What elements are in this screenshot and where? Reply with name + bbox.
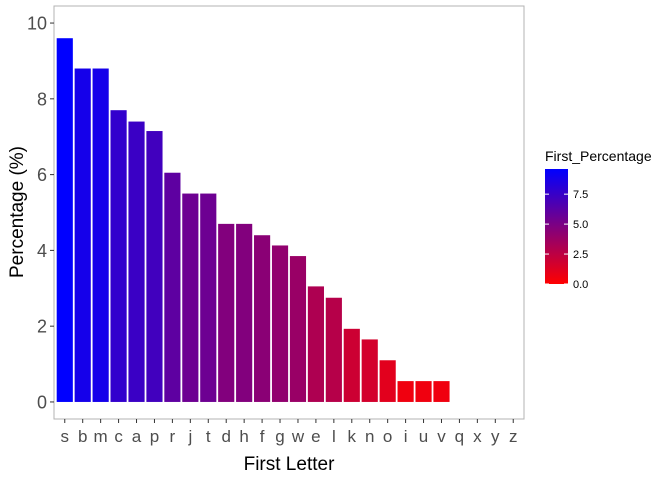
bar-b xyxy=(74,68,91,402)
x-tick-label: a xyxy=(132,427,142,446)
x-tick-label: l xyxy=(332,427,336,446)
x-tick-label: e xyxy=(311,427,320,446)
bar-r xyxy=(164,172,181,402)
legend-label: 0.0 xyxy=(573,279,588,291)
y-tick-label: 2 xyxy=(37,317,47,337)
x-tick-label: v xyxy=(437,427,446,446)
legend-ticks: 7.5 5.0 2.5 0.0 xyxy=(545,189,588,291)
bar-d xyxy=(218,223,235,402)
bar-e xyxy=(307,286,324,402)
x-tick-label: b xyxy=(78,427,87,446)
x-tick-label: d xyxy=(221,427,230,446)
x-tick-label: q xyxy=(455,427,464,446)
x-tick-label: c xyxy=(114,427,123,446)
bar-t xyxy=(200,193,217,402)
bar-v xyxy=(433,381,450,402)
bar-l xyxy=(325,297,342,402)
legend-label: 2.5 xyxy=(573,249,588,261)
x-tick-label: f xyxy=(260,427,265,446)
bar-j xyxy=(182,193,199,402)
legend-title: First_Percentage xyxy=(545,148,652,164)
x-tick-label: w xyxy=(291,427,305,446)
legend-label: 7.5 xyxy=(573,189,588,201)
bar-w xyxy=(289,256,307,402)
x-tick-label: z xyxy=(509,427,518,446)
x-tick-label: o xyxy=(383,427,392,446)
y-axis-title: Percentage (%) xyxy=(7,146,28,278)
x-axis-title: First Letter xyxy=(244,454,335,475)
x-tick-label: t xyxy=(206,427,211,446)
bar-p xyxy=(146,131,163,402)
bar-i xyxy=(397,381,414,402)
y-tick-label: 0 xyxy=(37,392,47,412)
x-tick-label: h xyxy=(239,427,248,446)
y-tick-label: 4 xyxy=(37,241,47,261)
bar-h xyxy=(236,223,253,402)
bar-o xyxy=(379,360,396,402)
bar-k xyxy=(343,328,360,402)
bar-a xyxy=(128,121,145,402)
x-tick-label: x xyxy=(473,427,482,446)
y-tick-label: 10 xyxy=(27,14,47,34)
bar-f xyxy=(254,235,271,402)
legend-colorbar xyxy=(545,169,568,284)
legend: First_Percentage 7.5 5.0 2.5 0.0 xyxy=(545,148,652,291)
bar-s xyxy=(56,38,73,402)
bar-u xyxy=(415,381,432,402)
y-tick-label: 8 xyxy=(37,89,47,109)
x-tick-label: u xyxy=(419,427,428,446)
bar-c xyxy=(110,110,127,402)
x-tick-label: p xyxy=(150,427,159,446)
y-axis: 0 2 4 6 8 10 xyxy=(27,14,54,412)
x-tick-label: r xyxy=(170,427,176,446)
x-tick-label: j xyxy=(187,427,192,446)
x-tick-label: k xyxy=(348,427,357,446)
x-tick-label: g xyxy=(275,427,284,446)
bars-group xyxy=(56,38,450,402)
legend-label: 5.0 xyxy=(573,219,588,231)
x-tick-label: y xyxy=(491,427,500,446)
bar-g xyxy=(271,245,289,402)
x-tick-label: s xyxy=(61,427,70,446)
x-tick-label: m xyxy=(94,427,108,446)
bar-n xyxy=(361,339,378,402)
x-tick-label: n xyxy=(365,427,374,446)
y-tick-label: 6 xyxy=(37,165,47,185)
bar-m xyxy=(92,68,109,402)
x-tick-label: i xyxy=(404,427,408,446)
